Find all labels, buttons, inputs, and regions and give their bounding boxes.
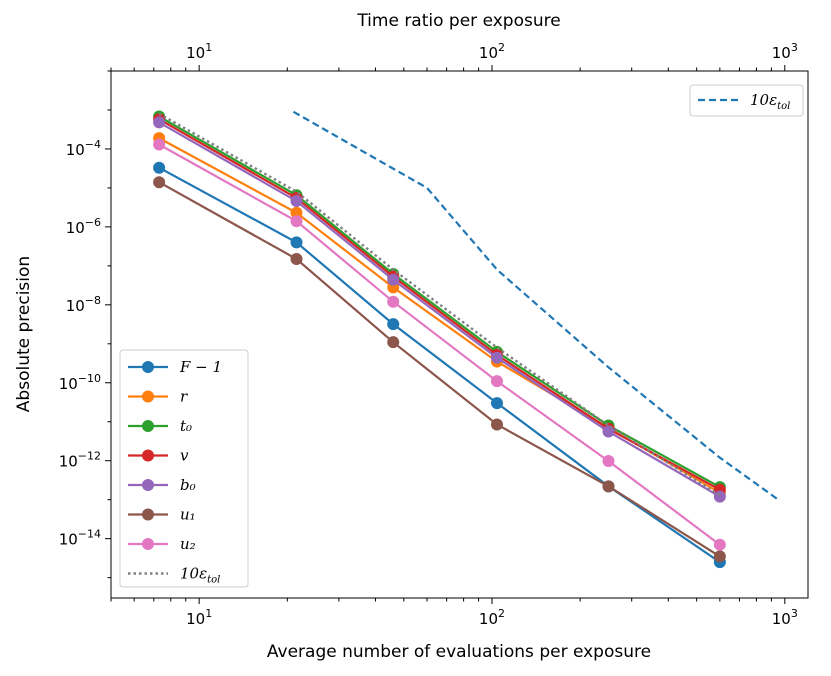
y-tick-label: 10−10 <box>59 372 101 393</box>
x-axis-label: Average number of evaluations per exposu… <box>267 642 651 662</box>
data-point <box>153 116 166 129</box>
data-point <box>713 538 726 551</box>
legend-label: u₂ <box>180 535 196 553</box>
y-tick-label: 10−4 <box>66 138 101 159</box>
series-line <box>158 121 721 498</box>
legend-main-frame <box>119 349 249 588</box>
series-line <box>292 110 779 501</box>
top-axis-label: Time ratio per exposure <box>356 11 560 31</box>
series-line <box>158 115 721 489</box>
series-line <box>158 118 721 491</box>
legend-label: b₀ <box>180 476 196 494</box>
series-line <box>158 181 721 558</box>
legend-label: v <box>180 447 189 465</box>
series-line <box>158 112 721 497</box>
legend-label: 10εtol <box>180 565 220 586</box>
data-point <box>602 480 615 493</box>
data-point <box>387 318 400 331</box>
legend-marker <box>142 479 154 491</box>
legend-label: F − 1 <box>179 358 222 376</box>
top-tick-label: 101 <box>186 41 212 62</box>
legend-secondary: 10εtol <box>689 84 804 117</box>
y-tick-label: 10−8 <box>66 294 101 315</box>
legend-label: 10εtol <box>750 91 790 112</box>
data-point <box>602 425 615 438</box>
data-point <box>713 490 726 503</box>
legend-label: u₁ <box>180 506 196 524</box>
data-point <box>490 418 503 431</box>
legend-marker <box>142 390 154 403</box>
data-point <box>153 176 166 189</box>
y-tick-label: 10−6 <box>66 216 101 237</box>
x-tick-label: 101 <box>186 607 212 628</box>
data-point <box>290 236 303 249</box>
data-point <box>713 550 726 563</box>
legend-label: r <box>180 388 188 406</box>
ticks-layer: 101 101 102 102 103 103 10−14 10−12 10−10 10−8 10−… <box>59 41 798 628</box>
top-tick-label: 103 <box>772 41 798 62</box>
top-tick-label: 102 <box>479 41 505 62</box>
data-point <box>290 206 303 219</box>
data-point <box>387 295 400 308</box>
legend-marker <box>142 508 154 521</box>
x-tick-label: 102 <box>479 607 505 628</box>
data-point <box>290 252 303 265</box>
x-tick-label: 103 <box>772 607 798 628</box>
legend-marker <box>142 449 154 462</box>
series-layer <box>153 110 779 569</box>
legend-secondary-frame <box>689 84 804 117</box>
data-point <box>602 455 615 468</box>
data-point <box>153 138 166 151</box>
series-line <box>158 143 721 546</box>
y-axis-label: Absolute precision <box>14 256 34 412</box>
data-point <box>290 195 303 208</box>
data-point <box>490 375 503 388</box>
legend-main: F − 1 r t₀ v b₀ u₁ u₂ 10εtol <box>119 349 249 588</box>
legend-marker <box>142 420 154 432</box>
data-point <box>387 273 400 286</box>
data-point <box>490 397 503 410</box>
y-tick-label: 10−14 <box>59 528 101 549</box>
legend-label: t₀ <box>180 417 192 435</box>
data-point <box>490 351 503 364</box>
y-tick-label: 10−12 <box>59 450 101 471</box>
data-point <box>153 161 166 174</box>
legend-marker <box>142 361 154 373</box>
data-point <box>290 215 303 228</box>
legend-marker <box>142 538 154 550</box>
data-point <box>387 336 400 349</box>
